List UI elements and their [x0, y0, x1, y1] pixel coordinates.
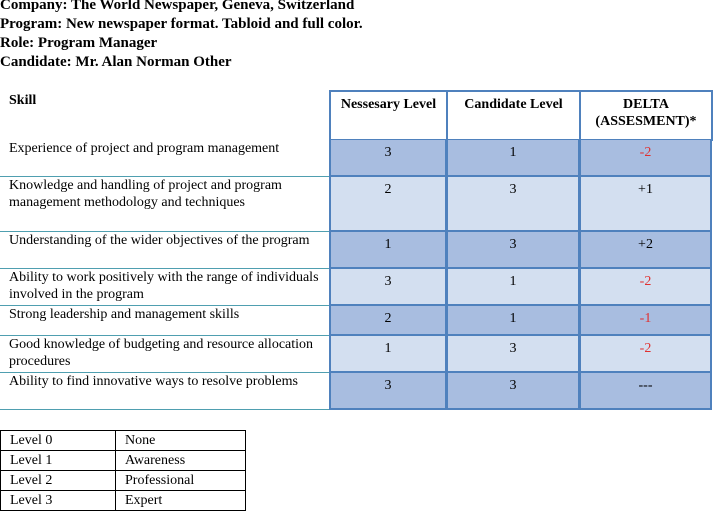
skill-cell: Understanding of the wider objectives of…: [0, 232, 330, 269]
skill-cell: Experience of project and program manage…: [0, 140, 330, 177]
level-cell: 3: [329, 269, 447, 306]
skill-cell: Good knowledge of budgeting and resource…: [0, 336, 330, 373]
legend-level: Level 0: [0, 430, 116, 451]
level-cell: 2: [329, 306, 447, 336]
level-cell: 1: [446, 306, 580, 336]
skill-cell: Knowledge and handling of project and pr…: [0, 177, 330, 232]
delta-cell: +2: [579, 232, 712, 269]
header-line: Candidate: Mr. Alan Norman Other: [0, 54, 232, 70]
column-header: Skill: [9, 93, 37, 108]
level-cell: 3: [329, 140, 447, 177]
legend-meaning: Expert: [115, 490, 246, 511]
column-header: DELTA (ASSESMENT)*: [579, 90, 713, 141]
level-cell: 3: [446, 232, 580, 269]
delta-cell: ---: [579, 373, 712, 410]
delta-cell: -2: [579, 269, 712, 306]
skill-cell: Strong leadership and management skills: [0, 306, 330, 336]
level-cell: 1: [446, 269, 580, 306]
column-header: Candidate Level: [446, 90, 581, 141]
column-header: Nessesary Level: [329, 90, 448, 141]
skill-cell: Ability to work positively with the rang…: [0, 269, 330, 306]
legend-meaning: None: [115, 430, 246, 451]
level-cell: 1: [329, 336, 447, 373]
delta-cell: -1: [579, 306, 712, 336]
delta-cell: -2: [579, 140, 712, 177]
level-cell: 3: [446, 373, 580, 410]
delta-cell: +1: [579, 177, 712, 232]
legend-meaning: Awareness: [115, 450, 246, 471]
level-cell: 3: [446, 177, 580, 232]
legend-meaning: Professional: [115, 470, 246, 491]
legend-level: Level 2: [0, 470, 116, 491]
level-cell: 3: [329, 373, 447, 410]
legend-level: Level 1: [0, 450, 116, 471]
header-line: Company: The World Newspaper, Geneva, Sw…: [0, 0, 355, 13]
level-cell: 1: [329, 232, 447, 269]
header-line: Role: Program Manager: [0, 35, 158, 51]
legend-level: Level 3: [0, 490, 116, 511]
header-line: Program: New newspaper format. Tabloid a…: [0, 16, 363, 32]
delta-cell: -2: [579, 336, 712, 373]
level-cell: 3: [446, 336, 580, 373]
level-cell: 1: [446, 140, 580, 177]
skill-cell: Ability to find innovative ways to resol…: [0, 373, 330, 410]
level-cell: 2: [329, 177, 447, 232]
